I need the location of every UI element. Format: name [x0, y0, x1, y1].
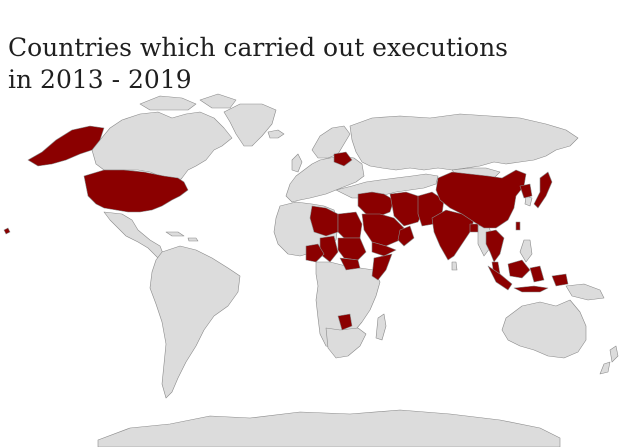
botswana	[337, 313, 353, 331]
southern-africa	[325, 327, 367, 359]
north-korea	[519, 183, 533, 199]
iceland	[267, 129, 285, 139]
sudan	[337, 237, 367, 261]
levant-iraq	[357, 191, 395, 217]
map-title: Countries which carried out executions i…	[8, 32, 628, 96]
madagascar	[375, 313, 387, 341]
oman-uae	[397, 225, 415, 247]
philippines	[519, 239, 533, 263]
sri-lanka	[451, 261, 458, 271]
nigeria	[305, 243, 325, 263]
antarctica	[97, 409, 561, 447]
caribbean	[165, 231, 199, 242]
hawaii	[3, 227, 11, 235]
bangladesh	[469, 223, 479, 233]
indonesia	[487, 259, 569, 293]
executing-countries	[3, 125, 569, 331]
libya	[309, 205, 339, 237]
united-states	[83, 169, 189, 213]
china	[435, 169, 527, 229]
japan	[533, 171, 553, 209]
south-america	[149, 245, 241, 399]
alaska	[27, 125, 105, 167]
somalia	[371, 253, 393, 281]
greenland	[223, 103, 277, 147]
india	[431, 209, 475, 261]
map-title-line-2: in 2013 - 2019	[8, 65, 192, 94]
russia	[349, 113, 579, 171]
scandinavia	[311, 125, 351, 159]
south-sudan	[339, 257, 361, 271]
europe	[285, 155, 365, 203]
thailand-vietnam	[485, 229, 505, 263]
egypt	[337, 211, 363, 239]
south-korea	[524, 195, 533, 207]
canada	[91, 111, 233, 185]
belarus	[333, 151, 353, 167]
new-guinea	[565, 283, 605, 301]
new-zealand	[599, 345, 619, 375]
british-isles	[291, 153, 303, 173]
map-title-line-1: Countries which carried out executions	[8, 33, 508, 62]
taiwan	[515, 221, 521, 231]
yemen	[371, 241, 397, 257]
arctic-islands	[139, 93, 237, 111]
australia	[501, 299, 587, 359]
mexico-central-america	[103, 211, 165, 259]
